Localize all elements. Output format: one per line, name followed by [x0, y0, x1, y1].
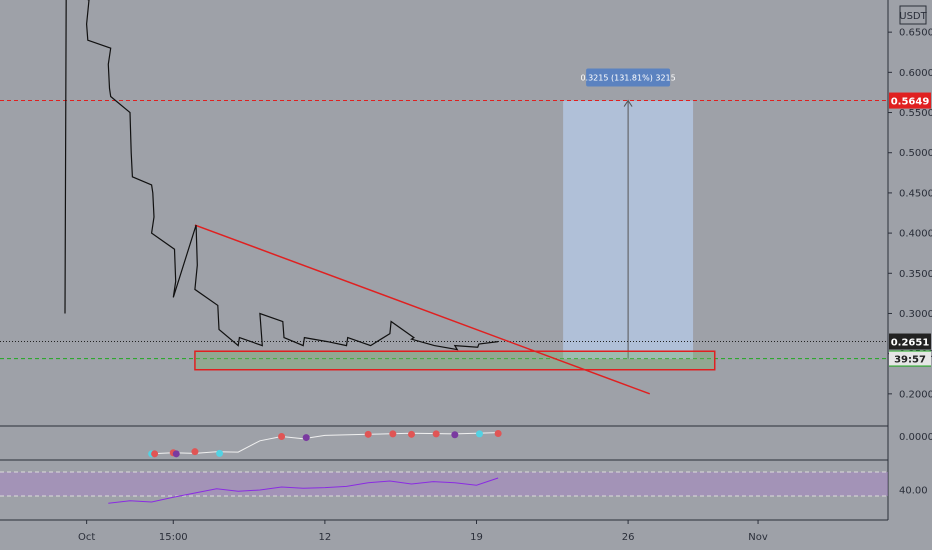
- target-label-bg: [586, 68, 671, 87]
- price-tick-label: 0.6500: [899, 28, 932, 39]
- price-tick-label: 0.4500: [899, 188, 932, 199]
- indicator-1-marker: [302, 434, 310, 442]
- main-pane: 0.3215 (131.81%) 3215: [0, 0, 889, 521]
- price-tick-label: 0.3000: [899, 309, 932, 320]
- indicator-pane-2: 40.00: [0, 471, 928, 504]
- indicator-1-marker: [216, 449, 224, 457]
- rsi-band: [0, 472, 888, 496]
- target-label: 0.3215 (131.81%) 3215: [580, 74, 675, 83]
- time-tick-label: 12: [319, 532, 332, 543]
- indicator-1-marker: [432, 430, 440, 438]
- target-arrow-head: [623, 99, 633, 107]
- price-tick-label: 0.5500: [899, 108, 932, 119]
- indicator-1-marker: [389, 430, 397, 438]
- currency-box: [899, 5, 927, 25]
- currency-tag: USDT: [899, 5, 928, 25]
- indicator-2-axis-label: 40.00: [899, 486, 928, 497]
- time-axis: Oct 15:00 12 19 26 Nov: [78, 520, 768, 543]
- currency-label: USDT: [899, 11, 927, 22]
- indicator-1-marker: [151, 450, 159, 458]
- indicator-1-marker: [364, 430, 372, 438]
- price-label: 0.5649: [891, 97, 930, 108]
- countdown-label: 39:57: [894, 355, 926, 366]
- indicator-1-marker: [451, 431, 459, 439]
- price-axis: 0.20000.25000.30000.35000.40000.45000.50…: [888, 28, 932, 400]
- price-tick-label: 0.6000: [899, 68, 932, 79]
- indicator-pane-1: 0.0000: [148, 429, 932, 458]
- rsi-line: [108, 477, 499, 504]
- indicator-1-marker: [172, 450, 180, 458]
- price-label-bg: [889, 333, 931, 350]
- indicator-1-axis-label: 0.0000: [899, 432, 932, 443]
- time-tick-label: 15:00: [159, 532, 188, 543]
- indicator-1-marker: [494, 429, 502, 437]
- time-tick-label: 26: [622, 532, 635, 543]
- time-tick-label: Nov: [748, 532, 768, 543]
- indicator-1-marker: [191, 448, 199, 456]
- time-tick-label: Oct: [78, 532, 95, 543]
- indicator-1-marker: [475, 430, 483, 438]
- time-tick-label: 19: [470, 532, 483, 543]
- trendline: [194, 224, 651, 395]
- countdown-bg: [889, 351, 931, 366]
- price-tick-label: 0.3500: [899, 269, 932, 280]
- price-tick-label: 0.2000: [899, 389, 932, 400]
- indicator-1-marker: [278, 433, 286, 440]
- price-label: 0.2651: [891, 338, 930, 349]
- indicator-1-marker: [408, 430, 416, 438]
- price-label-bg: [889, 92, 931, 109]
- support-box: [194, 350, 716, 371]
- price-tick-label: 0.5000: [899, 148, 932, 159]
- price-line: [64, 0, 499, 351]
- price-tick-label: 0.4000: [899, 229, 932, 240]
